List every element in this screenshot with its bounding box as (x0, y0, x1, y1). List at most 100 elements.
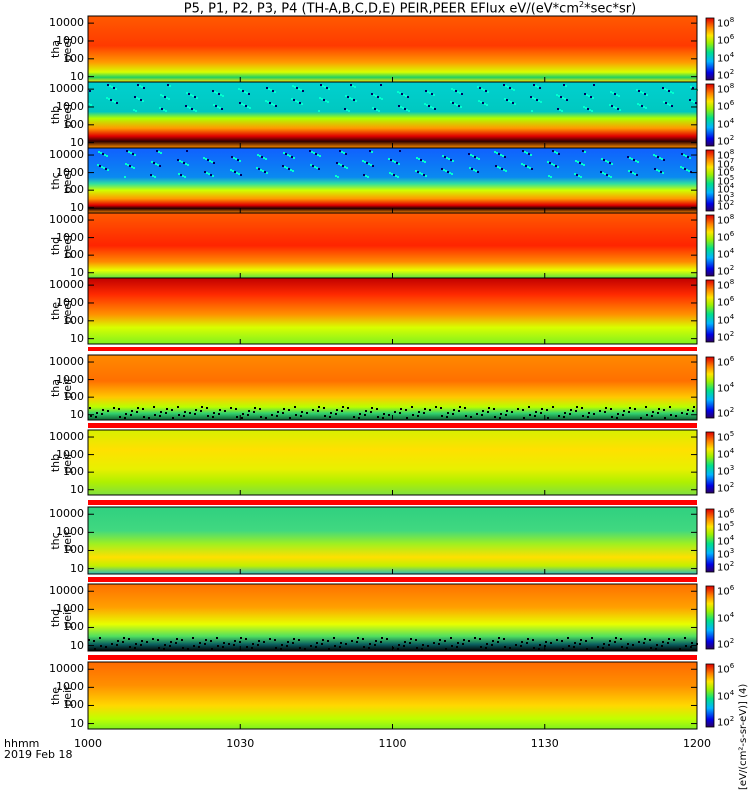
noise-speck (540, 412, 542, 414)
noise-speck (154, 176, 156, 178)
spectrogram-panel-thb-peer (87, 81, 715, 149)
noise-speck (321, 98, 323, 100)
noise-speck (107, 169, 109, 171)
noise-speck (183, 162, 185, 164)
colorbar-tick-exponent: 5 (729, 430, 735, 438)
noise-speck (181, 639, 183, 641)
noise-speck (357, 637, 359, 639)
noise-speck (362, 160, 364, 162)
noise-speck (93, 640, 95, 642)
noise-speck (345, 95, 347, 97)
noise-speck (628, 170, 630, 172)
noise-speck (558, 95, 560, 97)
colorbar-tick-exponent: 2 (729, 715, 735, 723)
colorbar-tick-label: 106 (717, 355, 735, 369)
noise-speck (482, 102, 484, 104)
noise-speck (398, 644, 400, 646)
noise-speck (365, 175, 367, 177)
noise-speck (566, 99, 568, 101)
noise-speck (274, 91, 276, 93)
noise-speck (394, 411, 396, 413)
noise-speck (635, 160, 637, 162)
noise-speck (160, 152, 162, 154)
noise-speck (157, 639, 159, 641)
noise-speck (270, 89, 272, 91)
y-tick-label: 10000 (49, 355, 84, 369)
y-tick-label: 100 (63, 620, 84, 634)
noise-speck (306, 412, 308, 414)
noise-speck (423, 412, 425, 414)
noise-speck (638, 641, 640, 643)
noise-speck (632, 644, 634, 646)
noise-speck (157, 164, 159, 166)
noise-speck (429, 409, 431, 411)
noise-speck (265, 158, 267, 160)
noise-speck (605, 160, 607, 162)
noise-speck (593, 84, 595, 86)
noise-speck (641, 105, 643, 107)
noise-speck (456, 646, 458, 648)
noise-speck (644, 93, 646, 95)
panel-label-the-peir: the peir (49, 684, 74, 707)
y-tick-label: 100 (63, 248, 84, 262)
noise-speck (211, 648, 213, 650)
noise-speck (402, 107, 404, 109)
noise-speck (611, 163, 613, 165)
noise-speck (591, 110, 593, 112)
noise-speck (454, 103, 456, 105)
noise-speck (282, 165, 284, 167)
noise-speck (159, 107, 161, 109)
noise-speck (371, 93, 373, 95)
panel-label-thd-peir: thd peir (49, 606, 74, 629)
noise-speck (246, 646, 248, 648)
colorbar-tick-exponent: 6 (729, 355, 735, 363)
noise-speck (339, 150, 341, 152)
noise-speck (158, 151, 160, 153)
noise-speck (150, 174, 152, 176)
noise-speck (610, 91, 612, 93)
noise-speck (346, 109, 348, 111)
noise-speck (399, 150, 401, 152)
noise-speck (293, 99, 295, 101)
noise-speck (299, 102, 301, 104)
colorbar-tick-exponent: 6 (729, 662, 735, 670)
noise-speck (636, 174, 638, 176)
noise-speck (184, 411, 186, 413)
noise-speck (603, 643, 605, 645)
noise-speck (485, 90, 487, 92)
noise-speck (283, 408, 285, 410)
noise-speck (584, 151, 586, 153)
noise-speck (487, 91, 489, 93)
panel-label-thc-peer: thc peer (49, 167, 74, 194)
spectrogram-image (88, 430, 697, 495)
noise-speck (427, 91, 429, 93)
noise-speck (207, 159, 209, 161)
noise-speck (261, 156, 263, 158)
noise-speck (640, 91, 642, 93)
noise-speck (500, 413, 502, 415)
noise-speck (664, 88, 666, 90)
noise-speck (457, 642, 459, 644)
noise-speck (476, 157, 478, 159)
noise-speck (257, 154, 259, 156)
noise-speck (335, 413, 337, 415)
noise-speck (554, 151, 556, 153)
noise-speck (396, 162, 398, 164)
noise-speck (692, 410, 694, 412)
y-tick-label: 1000 (56, 230, 84, 244)
noise-speck (521, 641, 523, 643)
noise-speck (178, 414, 180, 416)
noise-speck (212, 90, 214, 92)
noise-speck (181, 161, 183, 163)
noise-speck (330, 412, 332, 414)
noise-speck (695, 102, 697, 104)
noise-speck (137, 84, 139, 86)
noise-speck (451, 645, 453, 647)
noise-speck (340, 164, 342, 166)
noise-speck (455, 90, 457, 92)
noise-speck (534, 98, 536, 100)
noise-speck (222, 95, 224, 97)
noise-speck (335, 175, 337, 177)
noise-speck (651, 415, 653, 417)
noise-speck (336, 162, 338, 164)
